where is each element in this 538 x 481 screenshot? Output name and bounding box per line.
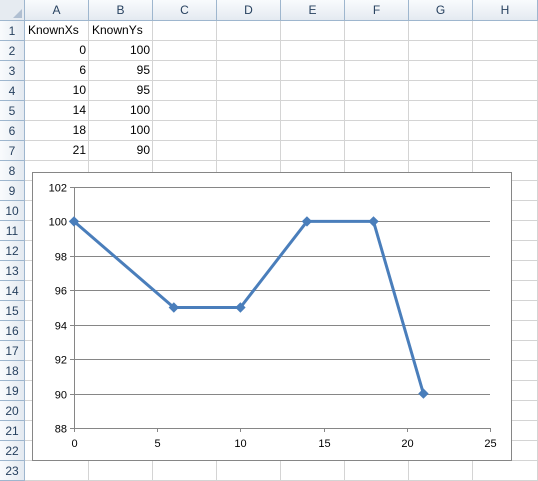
column-header-h[interactable]: H [473, 0, 538, 21]
data-point [168, 302, 180, 313]
cell-a3[interactable]: 6 [79, 63, 86, 77]
column-header-a[interactable]: A [25, 0, 89, 21]
row-header-5[interactable]: 5 [0, 101, 25, 121]
cell-b2[interactable]: 100 [129, 43, 150, 57]
line-chart[interactable]: 88 90 92 94 96 98 100 102 0 5 10 15 20 25 [32, 172, 512, 461]
cell-a1[interactable]: KnownXs [28, 23, 79, 37]
y-tick-label: 100 [49, 217, 67, 229]
data-point [368, 216, 379, 227]
row-header-10[interactable]: 10 [0, 201, 25, 221]
row-header-2[interactable]: 2 [0, 41, 25, 61]
row-header-17[interactable]: 17 [0, 341, 25, 361]
x-tick-label: 0 [71, 438, 77, 450]
row-header-13[interactable]: 13 [0, 261, 25, 281]
y-tick-label: 88 [55, 424, 67, 436]
row-header-11[interactable]: 11 [0, 221, 25, 241]
chart-plot: 88 90 92 94 96 98 100 102 0 5 10 15 20 25 [49, 183, 497, 451]
row-header-9[interactable]: 9 [0, 181, 25, 201]
row-header-7[interactable]: 7 [0, 141, 25, 161]
x-tick-label: 25 [484, 438, 496, 450]
cell-b4[interactable]: 95 [136, 83, 150, 97]
select-all-button[interactable] [0, 0, 25, 21]
row-header-14[interactable]: 14 [0, 281, 25, 301]
row-header-15[interactable]: 15 [0, 301, 25, 321]
column-header-d[interactable]: D [217, 0, 281, 21]
x-tick-label: 5 [154, 438, 160, 450]
cell-b6[interactable]: 100 [129, 123, 150, 137]
row-header-18[interactable]: 18 [0, 361, 25, 381]
row-header-8[interactable]: 8 [0, 161, 25, 181]
data-point [68, 216, 80, 227]
cell-a4[interactable]: 10 [72, 83, 86, 97]
row-header-21[interactable]: 21 [0, 421, 25, 441]
x-tick-label: 15 [318, 438, 330, 450]
row-header-4[interactable]: 4 [0, 81, 25, 101]
cell-a6[interactable]: 18 [72, 123, 86, 137]
data-point [301, 216, 313, 227]
row-header-3[interactable]: 3 [0, 61, 25, 81]
cell-b5[interactable]: 100 [129, 103, 150, 117]
series-line [72, 219, 425, 396]
row-header-1[interactable]: 1 [0, 21, 25, 41]
cell-b7[interactable]: 90 [136, 143, 150, 157]
column-header-c[interactable]: C [153, 0, 217, 21]
column-header-f[interactable]: F [345, 0, 409, 21]
cell-b3[interactable]: 95 [136, 63, 150, 77]
column-header-g[interactable]: G [409, 0, 473, 21]
cell-a7[interactable]: 21 [72, 143, 86, 157]
x-tick-label: 10 [234, 438, 246, 450]
y-tick-label: 96 [55, 286, 67, 298]
data-point [235, 302, 246, 313]
row-header-20[interactable]: 20 [0, 401, 25, 421]
y-tick-label: 94 [55, 321, 67, 333]
cell-b1[interactable]: KnownYs [92, 23, 143, 37]
row-header-19[interactable]: 19 [0, 381, 25, 401]
column-header-b[interactable]: B [89, 0, 153, 21]
row-header-16[interactable]: 16 [0, 321, 25, 341]
data-point [418, 388, 429, 399]
column-header-e[interactable]: E [281, 0, 345, 21]
x-tick-label: 20 [401, 438, 413, 450]
row-header-6[interactable]: 6 [0, 121, 25, 141]
y-tick-label: 98 [55, 252, 67, 264]
row-header-22[interactable]: 22 [0, 441, 25, 461]
y-tick-label: 92 [55, 355, 67, 367]
y-tick-label: 102 [49, 183, 67, 195]
cell-a5[interactable]: 14 [72, 103, 86, 117]
select-all-icon [13, 9, 22, 18]
y-tick-label: 90 [55, 390, 67, 402]
cell-a2[interactable]: 0 [79, 43, 86, 57]
row-header-23[interactable]: 23 [0, 461, 25, 481]
row-header-12[interactable]: 12 [0, 241, 25, 261]
